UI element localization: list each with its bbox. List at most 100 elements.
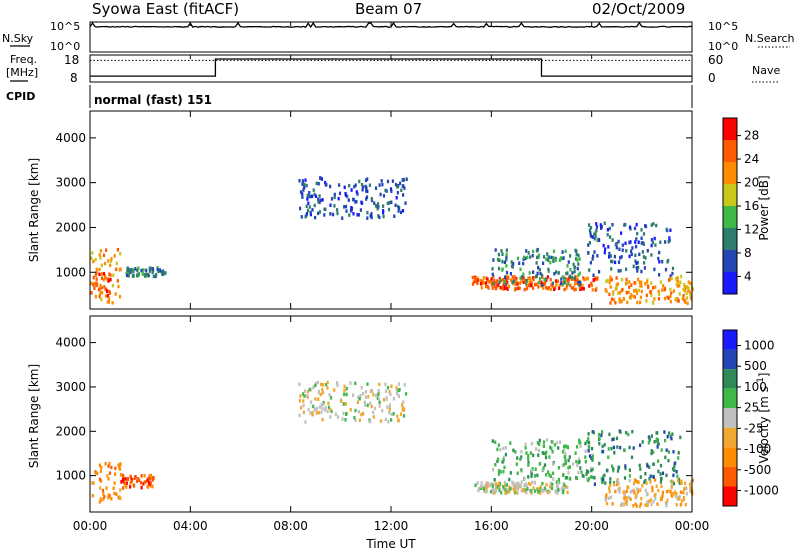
heatmap-cell xyxy=(313,192,316,197)
heatmap-cell xyxy=(689,486,692,490)
heatmap-cell xyxy=(640,269,643,274)
heatmap-cell xyxy=(299,394,302,398)
heatmap-cell xyxy=(98,500,101,504)
heatmap-cell xyxy=(593,232,596,237)
heatmap-cell xyxy=(353,185,356,189)
plot-title: Syowa East (fitACF) xyxy=(92,0,239,18)
heatmap-cell xyxy=(305,394,308,398)
heatmap-cell xyxy=(644,256,647,260)
heatmap-cell xyxy=(611,259,614,264)
heatmap-cell xyxy=(602,449,605,454)
heatmap-cell xyxy=(517,286,520,291)
heatmap-cell xyxy=(581,283,584,288)
heatmap-cell xyxy=(558,283,561,288)
heatmap-cell xyxy=(505,487,508,492)
heatmap-cell xyxy=(100,272,103,276)
heatmap-cell xyxy=(653,297,656,301)
heatmap-cell xyxy=(139,480,142,485)
heatmap-cell xyxy=(578,271,581,275)
heatmap-cell xyxy=(556,441,559,445)
heatmap-cell xyxy=(148,474,151,478)
colorbar-segment xyxy=(723,250,737,272)
heatmap-cell xyxy=(588,284,591,288)
colorbar-segment xyxy=(723,486,737,506)
heatmap-cell xyxy=(397,209,400,213)
heatmap-cell xyxy=(605,279,608,284)
heatmap-cell xyxy=(557,488,560,492)
heatmap-cell xyxy=(630,283,633,287)
heatmap-cell xyxy=(667,240,670,244)
heatmap-cell xyxy=(685,486,688,491)
heatmap-cell xyxy=(631,429,634,434)
heatmap-cell xyxy=(682,287,685,291)
heatmap-cell xyxy=(132,274,135,278)
colorbar-tick-label: 25 xyxy=(744,401,759,415)
heatmap-cell xyxy=(551,440,554,444)
heatmap-cell xyxy=(661,259,664,264)
heatmap-cell xyxy=(142,482,145,486)
heatmap-cell xyxy=(596,276,599,280)
heatmap-cell xyxy=(345,411,348,416)
heatmap-cell xyxy=(589,231,592,235)
colorbar-segment xyxy=(723,408,737,428)
heatmap-cell xyxy=(312,385,315,390)
heatmap-cell xyxy=(557,477,560,482)
heatmap-cell xyxy=(129,474,132,479)
heatmap-cell xyxy=(94,258,97,262)
heatmap-cell xyxy=(404,201,407,205)
heatmap-cell xyxy=(301,179,304,183)
heatmap-cell xyxy=(563,447,566,451)
heatmap-cell xyxy=(495,489,498,493)
heatmap-cell xyxy=(489,489,493,494)
heatmap-cell xyxy=(303,394,306,398)
heatmap-cell xyxy=(397,382,400,386)
heatmap-cell xyxy=(617,269,620,273)
heatmap-cell xyxy=(561,450,565,454)
heatmap-cell xyxy=(365,195,369,199)
heatmap-cell xyxy=(645,293,648,298)
heatmap-cell xyxy=(502,278,505,282)
heatmap-cell xyxy=(537,255,540,259)
heatmap-cell xyxy=(525,491,528,495)
heatmap-cell xyxy=(336,211,339,216)
power-heatmap-cells xyxy=(90,176,694,306)
heatmap-cell xyxy=(492,282,495,286)
heatmap-cell xyxy=(349,408,352,412)
heatmap-cell xyxy=(515,279,518,283)
heatmap-cell xyxy=(388,390,391,394)
heatmap-cell xyxy=(687,286,690,291)
heatmap-cell xyxy=(664,240,667,244)
heatmap-cell xyxy=(589,261,592,265)
heatmap-cell xyxy=(659,240,662,244)
heatmap-cell xyxy=(490,279,493,284)
heatmap-cell xyxy=(552,249,556,254)
heatmap-cell xyxy=(623,493,626,497)
heatmap-cell xyxy=(602,243,605,248)
heatmap-cell xyxy=(491,484,494,488)
heatmap-cell xyxy=(602,477,605,482)
heatmap-cell xyxy=(375,393,378,398)
heatmap-cell xyxy=(598,238,601,242)
heatmap-cell xyxy=(548,489,551,494)
heatmap-cell xyxy=(619,268,622,273)
heatmap-cell xyxy=(683,288,686,293)
heatmap-cell xyxy=(380,179,383,183)
heatmap-cell xyxy=(657,297,661,301)
heatmap-cell xyxy=(560,281,563,286)
heatmap-cell xyxy=(106,300,109,304)
heatmap-cell xyxy=(113,254,116,258)
heatmap-cell xyxy=(564,458,567,462)
heatmap-cell xyxy=(590,475,593,479)
heatmap-cell xyxy=(680,274,683,279)
heatmap-cell xyxy=(99,283,102,288)
heatmap-cell xyxy=(354,381,357,386)
heatmap-cell xyxy=(547,470,550,474)
heatmap-cell xyxy=(552,477,555,481)
heatmap-cell xyxy=(525,282,528,286)
heatmap-cell xyxy=(591,235,594,239)
heatmap-cell xyxy=(640,228,643,232)
colorbar-segment xyxy=(723,447,737,467)
power-y-ticks: 4000 3000 2000 1000 xyxy=(55,131,692,279)
heatmap-cell xyxy=(669,228,672,232)
heatmap-cell xyxy=(665,448,668,452)
